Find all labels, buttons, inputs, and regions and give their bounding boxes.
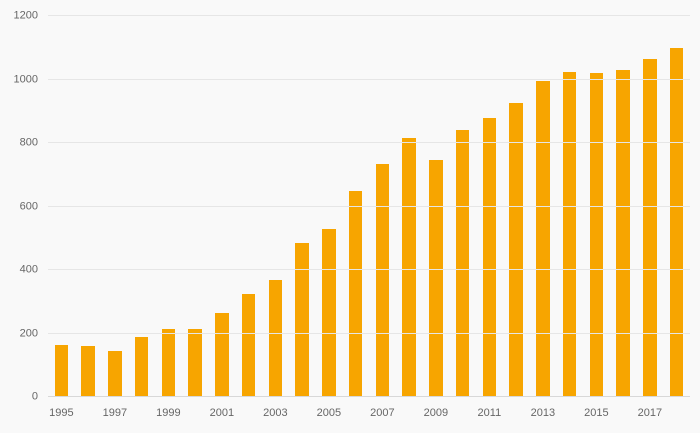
bar-slot [369,16,396,397]
x-axis-tick-label [449,407,476,423]
bar-2002[interactable] [241,293,256,397]
bar-slot [235,16,262,397]
x-axis-tick-label: 1999 [156,407,181,419]
x-axis-tick-label: 2015 [584,407,609,419]
bar-1997[interactable] [108,350,122,397]
bar-slot [423,16,450,397]
y-axis-tick-label: 600 [19,200,38,212]
bar-slot [556,16,583,397]
bar-slot [48,16,75,397]
bar-slot [610,16,637,397]
bar-2009[interactable] [429,160,443,397]
gridline-400 [48,269,690,270]
bar-slot [503,16,530,397]
bar-2013[interactable] [536,81,550,397]
x-axis-tick-label [75,407,102,423]
bar-2010[interactable] [455,130,470,397]
x-axis-tick-label: 2013 [530,407,556,419]
x-axis-tick-label: 2003 [263,407,288,419]
bar-2018[interactable] [669,47,684,397]
plot-area: 0 200 400 600 800 1000 1200 [14,10,690,402]
y-axis-tick-label: 1200 [13,9,38,22]
bar-2011[interactable] [482,117,497,397]
bar-slot [583,16,610,397]
x-axis-tick-label [663,407,690,423]
x-axis-tick-label [289,407,316,423]
bar-slot [316,16,343,397]
y-axis-tick-label: 800 [19,136,38,149]
x-axis-tick-label: 2009 [423,407,449,419]
bar-slot [476,16,503,397]
gridline-600 [48,205,690,207]
x-axis-tick-label: 1997 [102,407,128,419]
bar-slot [396,16,423,397]
bar-1995[interactable] [54,344,69,397]
x-axis-tick-label: 2007 [370,407,395,419]
y-axis-tick-label: 200 [19,327,38,339]
bar-slot [182,16,209,397]
bar-2016[interactable] [616,69,630,397]
x-axis-tick-label: 1995 [49,407,74,419]
x-axis-tick-label [556,407,583,423]
x-axis-tick-label [342,407,369,423]
bar-slot [449,16,476,397]
bar-2015[interactable] [589,73,604,397]
y-axis-tick-label: 400 [19,263,38,276]
bar-2007[interactable] [375,163,390,397]
x-axis-tick-label: 2005 [316,407,342,419]
gridline-1000 [48,78,690,80]
bars-container [48,16,690,397]
bar-slot [663,16,690,397]
x-axis-tick-label: 2001 [209,407,235,419]
x-axis-tick-label [182,407,209,423]
x-axis-tick-label [396,407,423,423]
bar-2004[interactable] [295,243,309,397]
bar-slot [155,16,182,397]
bar-slot [530,16,557,397]
x-axis: 1995 1997 1999 2001 2003 2005 2007 2009 2011 2013… [48,407,690,423]
x-axis-tick-label [610,407,637,423]
bar-slot [637,16,664,397]
gridline-800 [48,142,690,143]
bar-2012[interactable] [509,103,523,397]
bar-slot [209,16,236,397]
bar-2003[interactable] [268,279,283,397]
bar-slot [289,16,316,397]
bar-2014[interactable] [562,71,577,397]
bar-2005[interactable] [322,228,336,397]
bar-2001[interactable] [215,312,229,397]
x-axis-tick-label: 2017 [637,407,663,419]
bar-slot [262,16,289,397]
bar-2017[interactable] [643,58,657,397]
bar-1998[interactable] [134,336,149,397]
bar-2000[interactable] [188,328,202,397]
bar-slot [342,16,369,397]
y-axis-tick-label: 1000 [13,73,38,85]
y-axis-tick-label: 0 [31,390,38,403]
gridline-0 [48,396,690,397]
bar-slot [102,16,129,397]
bar-1996[interactable] [81,346,95,397]
bar-2006[interactable] [348,190,363,397]
gridline-200 [48,332,690,334]
bar-slot [75,16,102,397]
gridline-1200 [48,15,690,16]
bar-2008[interactable] [402,138,416,397]
x-axis-tick-label: 2011 [477,407,502,419]
x-axis-tick-label [503,407,530,423]
bar-1999[interactable] [161,328,176,397]
bar-slot [128,16,155,397]
x-axis-tick-label [128,407,155,423]
x-axis-tick-label [235,407,262,423]
